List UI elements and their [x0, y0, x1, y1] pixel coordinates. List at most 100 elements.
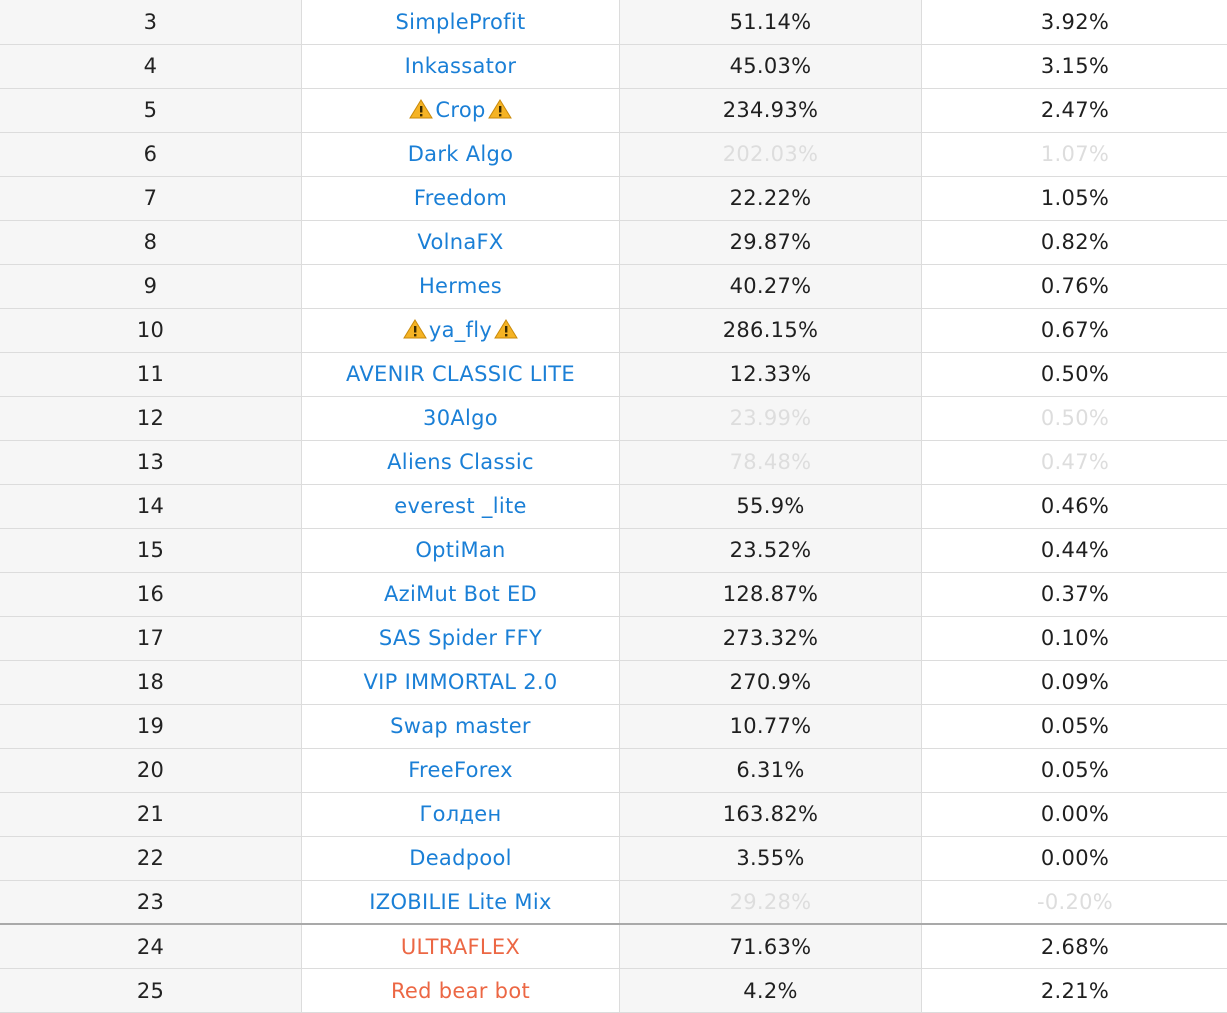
rank-cell: 14 [0, 484, 302, 528]
total-return-cell: 163.82% [620, 792, 922, 836]
period-return-cell: 2.68% [922, 924, 1227, 969]
bot-name-link[interactable]: Red bear bot [391, 979, 530, 1003]
period-return-cell: 2.21% [922, 969, 1227, 1013]
total-return-cell: 29.28% [620, 880, 922, 924]
rank-cell: 9 [0, 264, 302, 308]
rank-cell: 19 [0, 704, 302, 748]
period-return-cell: 0.05% [922, 748, 1227, 792]
total-return-cell: 23.99% [620, 396, 922, 440]
name-cell: Swap master [302, 704, 620, 748]
bot-name-link[interactable]: SimpleProfit [395, 10, 525, 34]
rank-cell: 13 [0, 440, 302, 484]
bot-name-link[interactable]: FreeForex [408, 758, 513, 782]
bot-name-link[interactable]: ya_fly [429, 318, 492, 342]
name-cell: Dark Algo [302, 132, 620, 176]
name-cell: AVENIR CLASSIC LITE [302, 352, 620, 396]
bot-name-link[interactable]: Inkassator [405, 54, 517, 78]
rank-cell: 12 [0, 396, 302, 440]
bot-name-link[interactable]: VIP IMMORTAL 2.0 [363, 670, 557, 694]
rank-cell: 17 [0, 616, 302, 660]
rank-cell: 23 [0, 880, 302, 924]
bot-name-link[interactable]: Freedom [414, 186, 507, 210]
period-return-cell: 0.00% [922, 836, 1227, 880]
period-return-cell: 1.05% [922, 176, 1227, 220]
bot-name-link[interactable]: AziMut Bot ED [384, 582, 537, 606]
rank-cell: 20 [0, 748, 302, 792]
total-return-cell: 51.14% [620, 0, 922, 44]
rank-cell: 10 [0, 308, 302, 352]
warning-icon [494, 319, 518, 339]
rank-cell: 3 [0, 0, 302, 44]
bot-name-link[interactable]: SAS Spider FFY [379, 626, 542, 650]
name-cell: 30Algo [302, 396, 620, 440]
total-return-cell: 40.27% [620, 264, 922, 308]
bot-name-link[interactable]: Aliens Classic [387, 450, 534, 474]
table-row: 20 FreeForex 6.31%0.05% [0, 748, 1227, 792]
total-return-cell: 4.2% [620, 969, 922, 1013]
rank-cell: 7 [0, 176, 302, 220]
bot-name-link[interactable]: AVENIR CLASSIC LITE [346, 362, 575, 386]
bot-name-link[interactable]: Swap master [390, 714, 531, 738]
period-return-cell: 0.46% [922, 484, 1227, 528]
bot-name-link[interactable]: OptiMan [415, 538, 505, 562]
name-cell: ya_fly [302, 308, 620, 352]
bot-name-link[interactable]: VolnaFX [417, 230, 503, 254]
name-cell: Crop [302, 88, 620, 132]
name-cell: ULTRAFLEX [302, 924, 620, 969]
name-cell: Hermes [302, 264, 620, 308]
rank-cell: 6 [0, 132, 302, 176]
name-cell: VIP IMMORTAL 2.0 [302, 660, 620, 704]
bot-name-link[interactable]: Crop [435, 98, 485, 122]
total-return-cell: 23.52% [620, 528, 922, 572]
name-cell: Deadpool [302, 836, 620, 880]
period-return-cell: 0.37% [922, 572, 1227, 616]
period-return-cell: 0.50% [922, 396, 1227, 440]
bot-name-link[interactable]: Deadpool [409, 846, 512, 870]
name-cell: Inkassator [302, 44, 620, 88]
table-row: 12 30Algo 23.99%0.50% [0, 396, 1227, 440]
bot-name-link[interactable]: everest _lite [394, 494, 526, 518]
total-return-cell: 78.48% [620, 440, 922, 484]
rank-cell: 22 [0, 836, 302, 880]
warning-icon [403, 319, 427, 339]
total-return-cell: 6.31% [620, 748, 922, 792]
bot-name-link[interactable]: Hermes [419, 274, 502, 298]
warning-icon [409, 99, 433, 119]
total-return-cell: 29.87% [620, 220, 922, 264]
name-cell: Freedom [302, 176, 620, 220]
total-return-cell: 202.03% [620, 132, 922, 176]
bot-name-link[interactable]: Голден [419, 802, 501, 826]
table-row: 13 Aliens Classic 78.48%0.47% [0, 440, 1227, 484]
bot-name-link[interactable]: IZOBILIE Lite Mix [369, 890, 551, 914]
name-cell: OptiMan [302, 528, 620, 572]
bot-name-link[interactable]: 30Algo [423, 406, 498, 430]
period-return-cell: 0.47% [922, 440, 1227, 484]
period-return-cell: 1.07% [922, 132, 1227, 176]
name-cell: SimpleProfit [302, 0, 620, 44]
total-return-cell: 10.77% [620, 704, 922, 748]
name-cell: SAS Spider FFY [302, 616, 620, 660]
bot-name-link[interactable]: ULTRAFLEX [401, 935, 520, 959]
total-return-cell: 71.63% [620, 924, 922, 969]
rank-cell: 18 [0, 660, 302, 704]
name-cell: everest _lite [302, 484, 620, 528]
period-return-cell: 0.10% [922, 616, 1227, 660]
period-return-cell: 0.00% [922, 792, 1227, 836]
rank-cell: 8 [0, 220, 302, 264]
total-return-cell: 128.87% [620, 572, 922, 616]
bot-name-link[interactable]: Dark Algo [408, 142, 514, 166]
